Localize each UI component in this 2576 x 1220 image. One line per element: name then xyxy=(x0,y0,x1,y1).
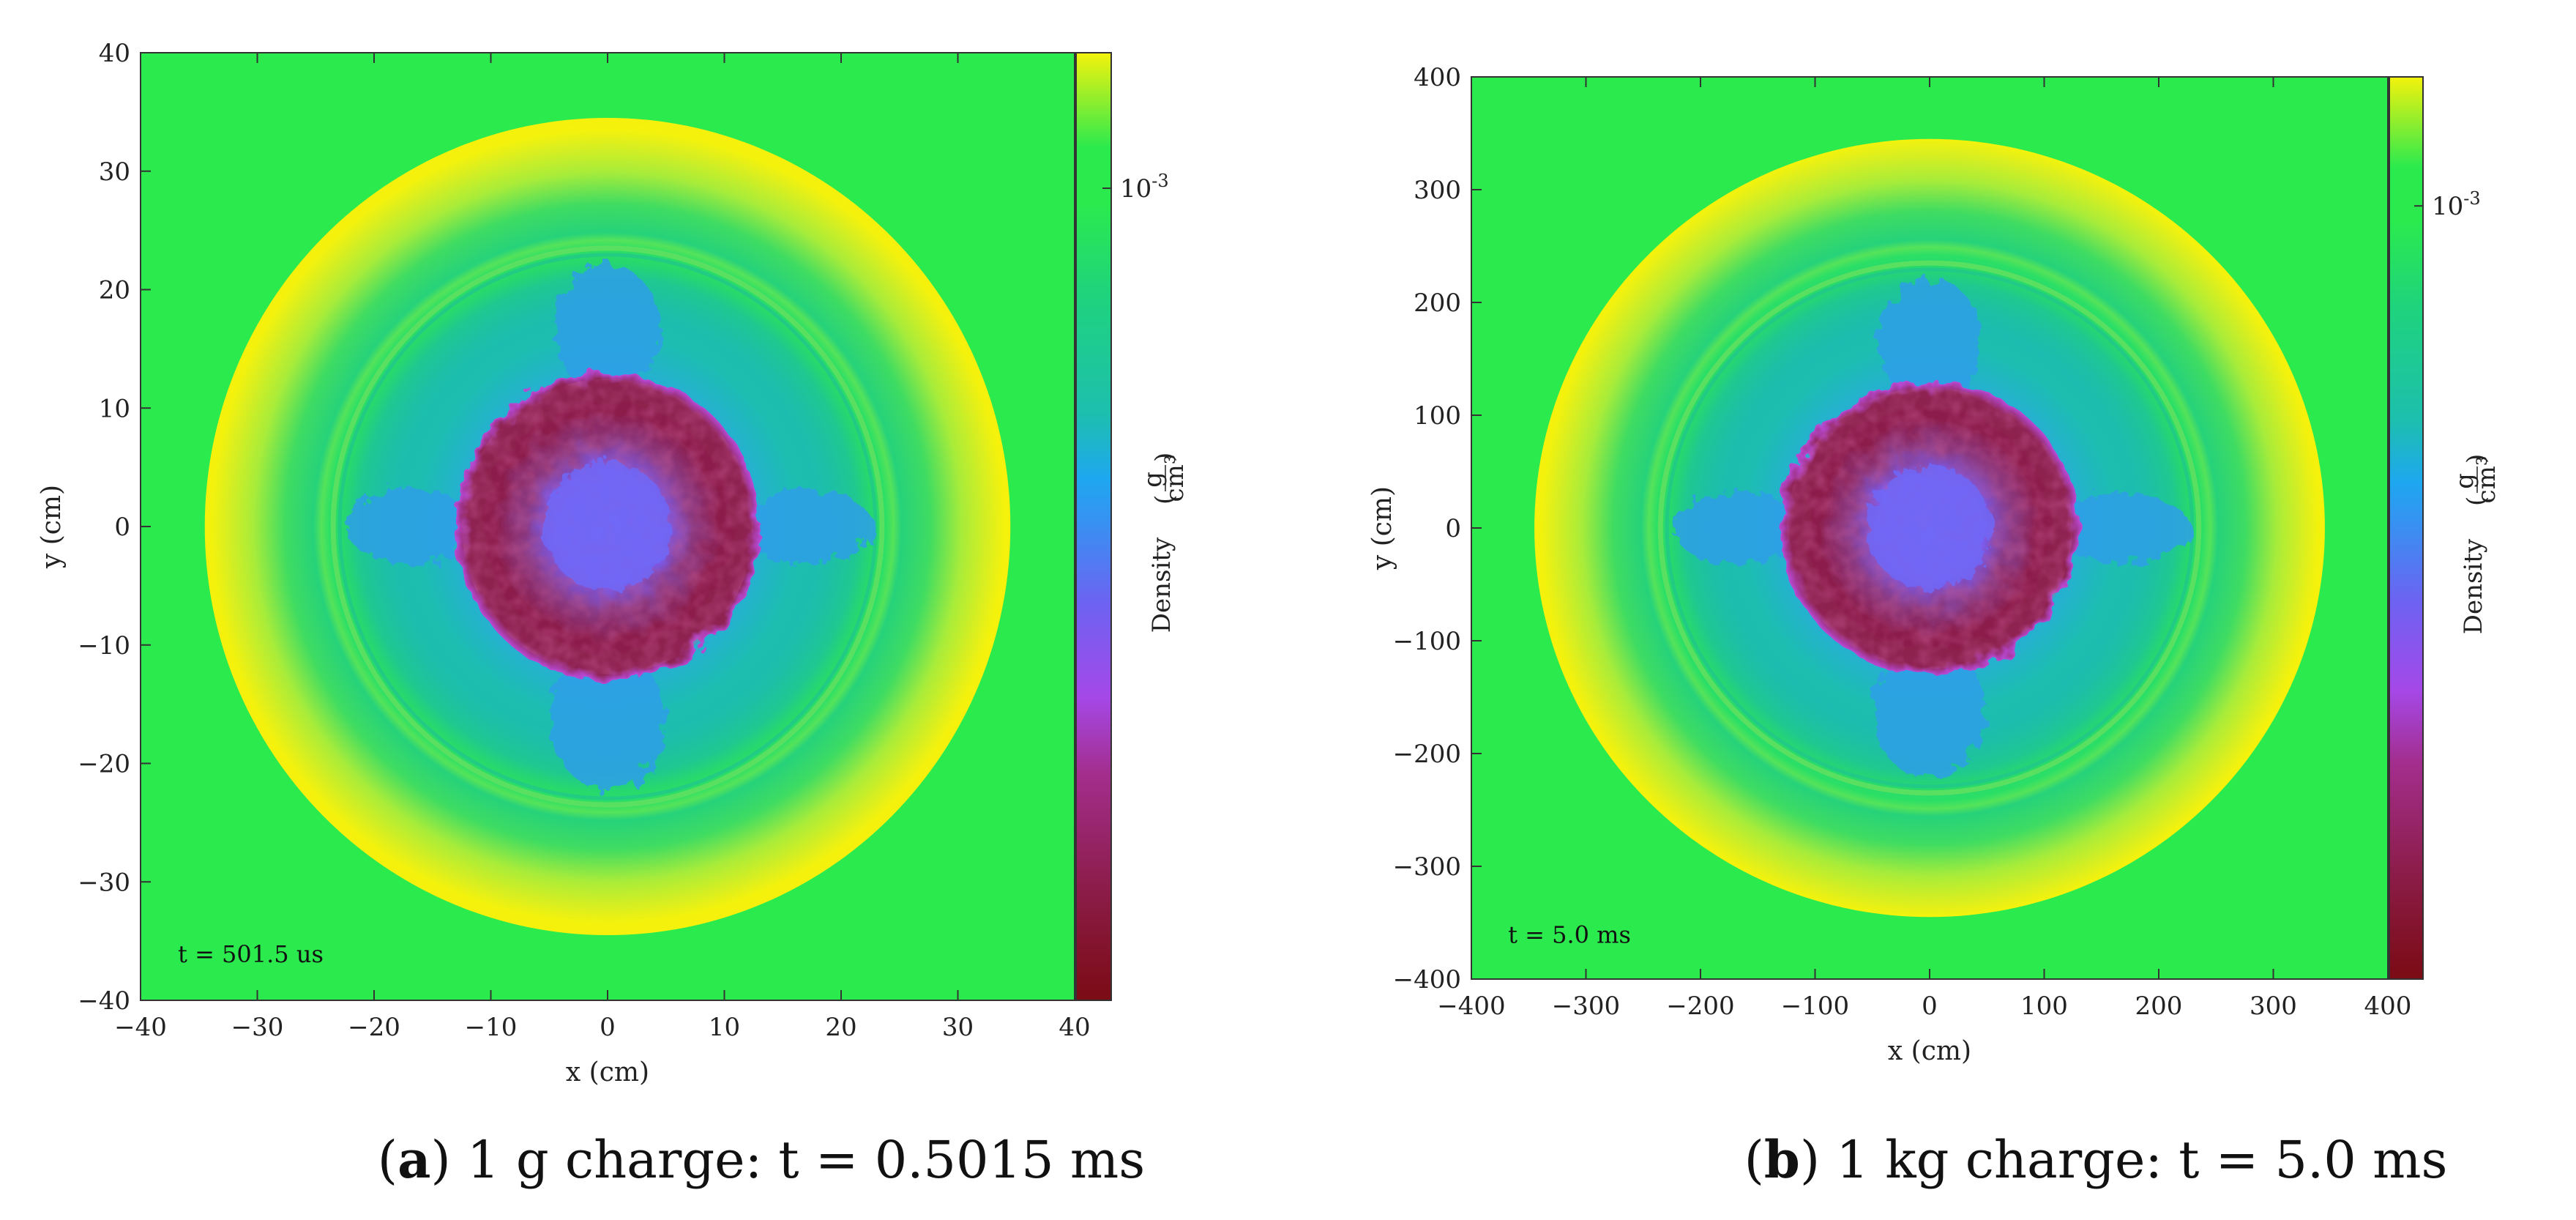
x-tick-label: 200 xyxy=(2135,992,2183,1021)
x-tick-label: −30 xyxy=(231,1013,284,1042)
y-tick-label: 100 xyxy=(1414,401,1461,431)
colorbar-tick-label: 10-3 xyxy=(2432,188,2481,221)
panel-caption: (b) 1 kg charge: t = 5.0 ms xyxy=(1744,1129,2448,1190)
colorbar-paren-close: ) xyxy=(2462,454,2491,464)
density-field xyxy=(1471,77,2388,979)
x-tick-label: −20 xyxy=(348,1013,400,1042)
panel-caption: (a) 1 g charge: t = 0.5015 ms xyxy=(378,1129,1145,1190)
colorbar-label-text: Density xyxy=(2459,538,2488,634)
y-tick-label: −100 xyxy=(1393,627,1461,656)
inner-shock-ring xyxy=(330,245,885,808)
x-tick-label: 20 xyxy=(825,1013,856,1042)
x-tick-label: 400 xyxy=(2364,992,2412,1021)
density-field xyxy=(141,53,1075,1000)
x-tick-label: −400 xyxy=(1437,992,1505,1021)
y-tick-label: −40 xyxy=(78,986,130,1016)
turbulent-plume xyxy=(346,488,474,565)
turbulent-plume xyxy=(1673,491,1799,565)
y-tick-label: 30 xyxy=(99,157,130,187)
y-axis-label: y (cm) xyxy=(37,485,67,569)
inner-shock-ring xyxy=(1657,260,2202,796)
x-tick-label: 40 xyxy=(1059,1013,1090,1042)
panel-b: t = 5.0 ms −400 −300 −200 −100 0 100 200 300 400 −… xyxy=(1367,63,2501,1190)
x-axis-label: x (cm) xyxy=(566,1057,649,1087)
x-tick-label: 30 xyxy=(942,1013,974,1042)
y-tick-label: 20 xyxy=(99,276,130,305)
x-tick-label: 0 xyxy=(600,1013,616,1042)
turbulent-plume xyxy=(554,264,661,395)
colorbar xyxy=(1076,53,1111,1000)
time-label: t = 501.5 us xyxy=(178,940,324,968)
y-tick-label: −200 xyxy=(1393,740,1461,769)
y-tick-label: −20 xyxy=(78,750,130,779)
colorbar-frame xyxy=(1075,52,1112,1001)
x-tick-label: 100 xyxy=(2020,992,2068,1021)
x-tick-label: −300 xyxy=(1552,992,1620,1021)
x-tick-label: −40 xyxy=(114,1013,167,1042)
fireball-core xyxy=(1867,466,1993,590)
turbulent-plume xyxy=(736,489,873,564)
y-tick-label: −30 xyxy=(78,868,130,897)
x-tick-label: 300 xyxy=(2250,992,2297,1021)
turbulent-plume xyxy=(1873,644,1987,779)
y-axis-label: y (cm) xyxy=(1367,486,1397,570)
colorbar xyxy=(2389,77,2423,979)
colorbar-unit-den: cm³ xyxy=(2472,456,2501,504)
y-tick-label: 200 xyxy=(1414,289,1461,318)
y-tick-label: 300 xyxy=(1414,176,1461,205)
y-tick-label: 0 xyxy=(114,513,130,542)
x-axis-label: x (cm) xyxy=(1888,1036,1971,1066)
x-tick-label: 10 xyxy=(709,1013,740,1042)
y-tick-label: −400 xyxy=(1393,965,1461,994)
y-tick-label: 40 xyxy=(99,39,130,68)
colorbar-frame xyxy=(2389,76,2424,980)
x-tick-label: −10 xyxy=(465,1013,518,1042)
colorbar-label-text: Density xyxy=(1147,537,1176,633)
colorbar-paren-close: ) xyxy=(1150,453,1179,462)
colorbar-paren-open: ( xyxy=(1150,495,1179,505)
colorbar-tick-label: 10-3 xyxy=(1120,171,1169,204)
inner-shock-ring-shadow xyxy=(337,253,878,800)
turbulent-plume xyxy=(1877,278,1982,402)
fireball-core xyxy=(543,461,672,592)
panel-a: t = 501.5 us −40 −30 −20 −10 0 10 20 30 40 −40 −30 −… xyxy=(37,39,1190,1190)
y-tick-label: 10 xyxy=(99,394,130,423)
inner-shock-ring-shadow xyxy=(1665,267,2195,789)
colorbar-unit-num: g xyxy=(2450,473,2479,489)
y-tick-label: −300 xyxy=(1393,852,1461,882)
turbulent-plume xyxy=(2056,492,2191,564)
time-label: t = 5.0 ms xyxy=(1508,921,1631,949)
y-tick-label: −10 xyxy=(78,631,130,661)
turbulent-plume xyxy=(550,648,665,790)
y-tick-label: 0 xyxy=(1445,514,1461,543)
colorbar-unit-den: cm³ xyxy=(1160,455,1190,502)
x-tick-label: 0 xyxy=(1922,992,1938,1021)
y-tick-label: 400 xyxy=(1414,63,1461,92)
colorbar-unit-num: g xyxy=(1138,472,1168,488)
x-tick-label: −200 xyxy=(1666,992,1734,1021)
x-tick-label: −100 xyxy=(1781,992,1849,1021)
colorbar-paren-open: ( xyxy=(2462,496,2491,506)
